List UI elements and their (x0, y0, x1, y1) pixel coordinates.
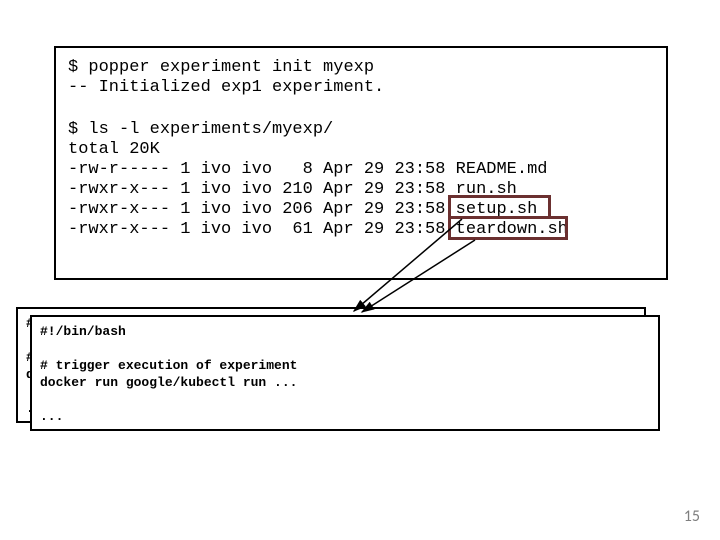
terminal-block1: $ popper experiment init myexp -- Initia… (68, 58, 654, 98)
page-number-value: 15 (684, 507, 700, 526)
script-box-front: #!/bin/bash # trigger execution of exper… (30, 315, 660, 431)
terminal-output: $ popper experiment init myexp -- Initia… (54, 46, 668, 280)
terminal-block2: $ ls -l experiments/myexp/ total 20K -rw… (68, 120, 654, 240)
page-number: 15 (684, 507, 700, 526)
